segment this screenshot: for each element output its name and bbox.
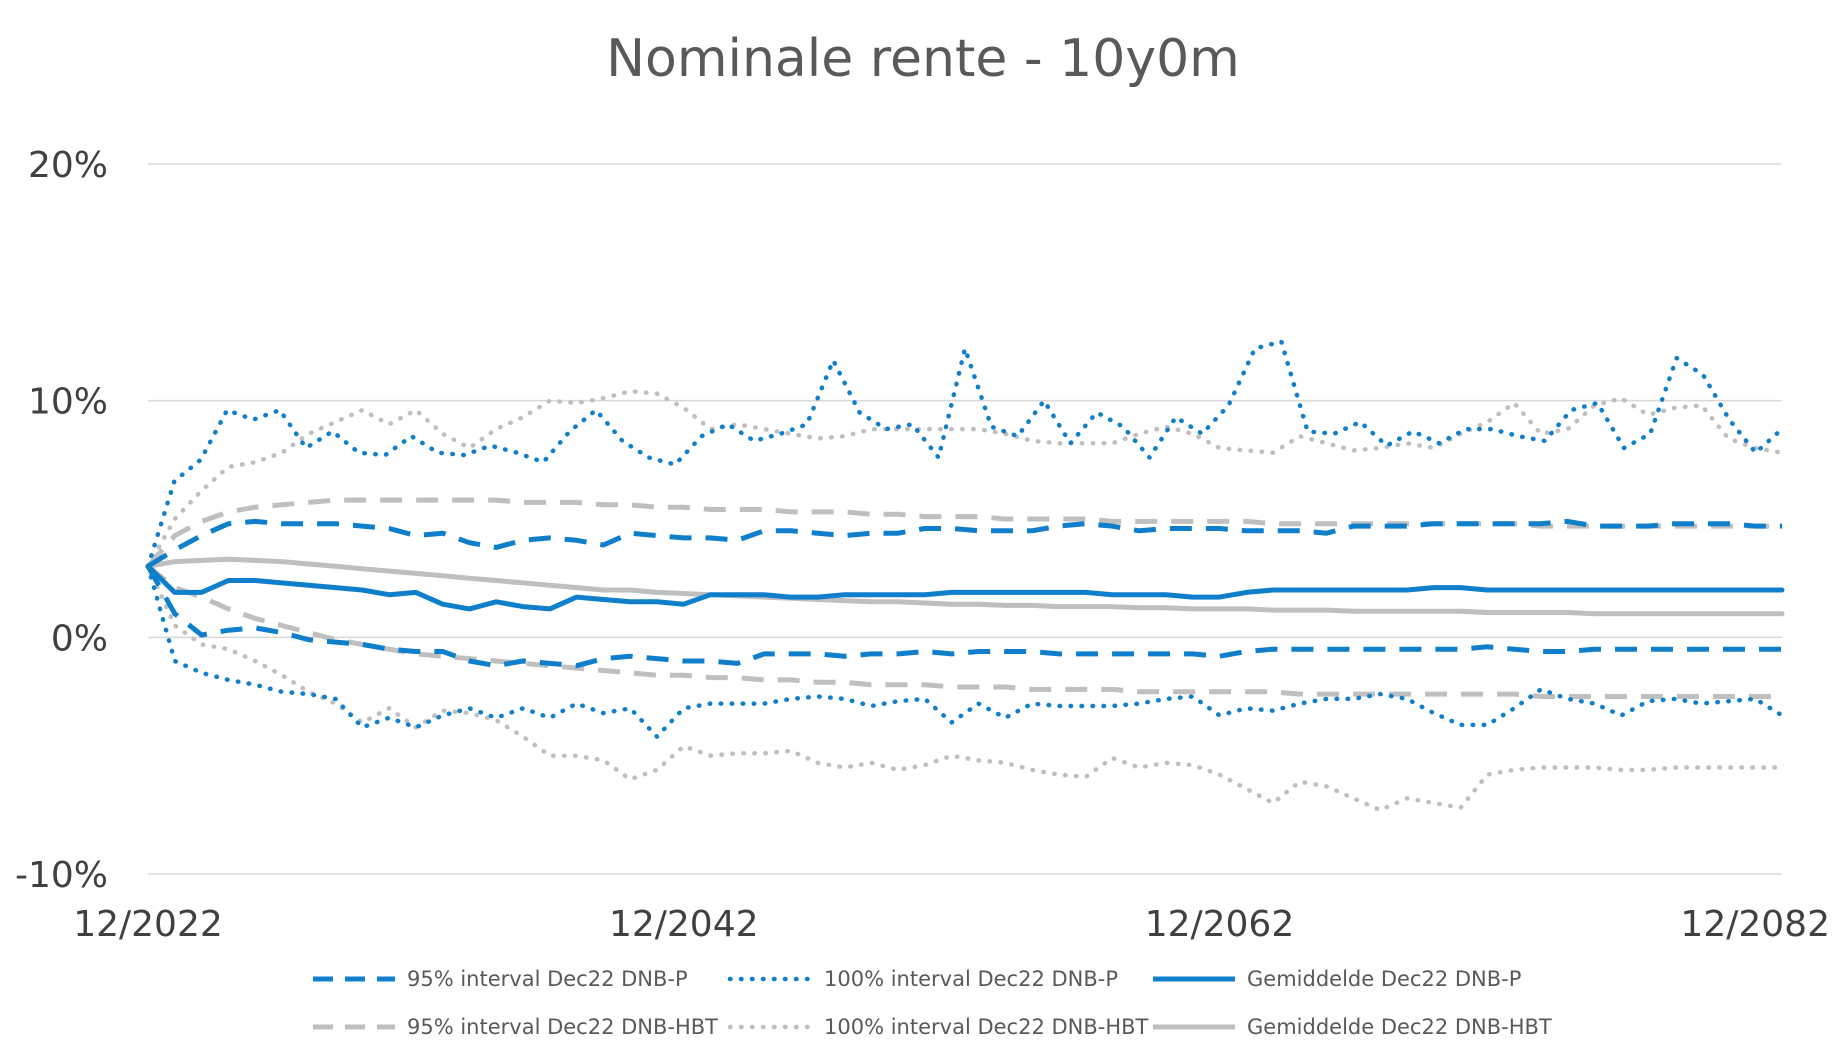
series-line-dashed-p-upper (146, 518, 1782, 569)
legend-item: Gemiddelde Dec22 DNB-HBT (1153, 1015, 1552, 1039)
series-line-dotted-p-lower (145, 564, 1785, 739)
chart-title: Nominale rente - 10y0m (606, 29, 1240, 89)
x-tick-label: 12/2022 (73, 904, 223, 945)
legend-label: Gemiddelde Dec22 DNB-HBT (1247, 1015, 1552, 1039)
legend-item: Gemiddelde Dec22 DNB-P (1153, 967, 1521, 991)
series-line-dotted-p-upper (145, 339, 1785, 569)
legend-item: 95% interval Dec22 DNB-P (313, 967, 688, 991)
legend-item: 100% interval Dec22 DNB-HBT (727, 1015, 1149, 1039)
y-tick-label: -10% (15, 855, 108, 896)
legend-label: Gemiddelde Dec22 DNB-P (1247, 967, 1521, 991)
y-axis-ticks: 20% 10% 0% -10% (15, 145, 108, 896)
x-tick-label: 12/2042 (609, 904, 759, 945)
series-line-solid-p-mean (145, 563, 1785, 612)
legend-label: 95% interval Dec22 DNB-P (407, 967, 688, 991)
legend-label: 95% interval Dec22 DNB-HBT (407, 1015, 718, 1039)
legend-item: 95% interval Dec22 DNB-HBT (313, 1015, 718, 1039)
legend-label: 100% interval Dec22 DNB-HBT (824, 1015, 1149, 1039)
x-axis-ticks: 12/2022 12/2042 12/2062 12/2082 (73, 904, 1830, 945)
y-tick-label: 10% (28, 382, 108, 423)
legend-label: 100% interval Dec22 DNB-P (824, 967, 1118, 991)
series-line-dotted-hbt-lower (145, 564, 1785, 813)
x-tick-label: 12/2082 (1680, 904, 1830, 945)
series-line-dashed-hbt-lower (146, 564, 1782, 699)
x-tick-label: 12/2062 (1145, 904, 1295, 945)
y-tick-label: 0% (51, 618, 108, 659)
series-line-dashed-p-lower (145, 565, 1782, 669)
legend: 95% interval Dec22 DNB-P 100% interval De… (313, 967, 1552, 1039)
series-line-solid-hbt-mean (145, 556, 1785, 617)
series-line-dashed-hbt-upper (146, 497, 1782, 568)
series-line-dotted-hbt-upper (145, 388, 1785, 569)
legend-item: 100% interval Dec22 DNB-P (727, 967, 1118, 991)
y-tick-label: 20% (28, 145, 108, 186)
series-lines (145, 339, 1785, 813)
gridlines (148, 163, 1782, 875)
